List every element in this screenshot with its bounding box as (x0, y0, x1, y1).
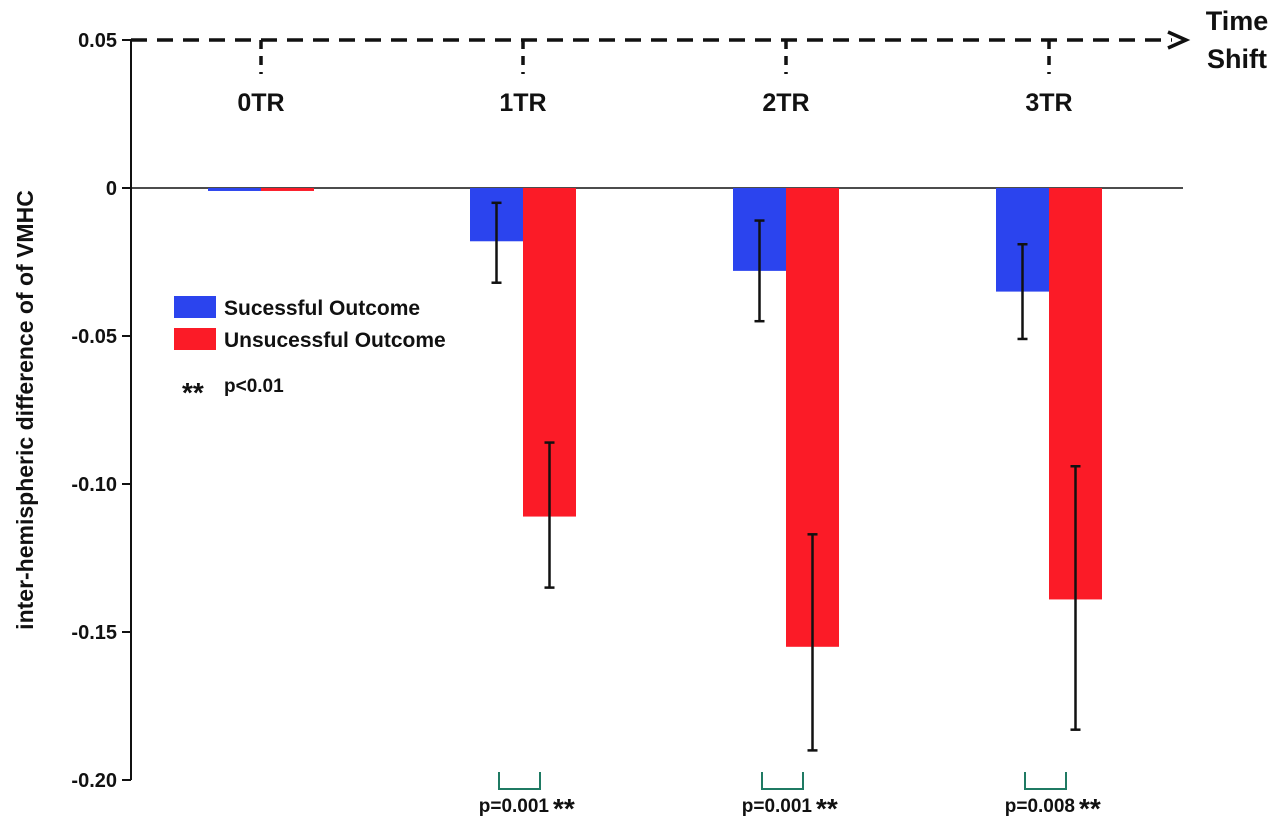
category-label: 2TR (762, 89, 809, 117)
y-tick-label: -0.20 (71, 770, 117, 792)
p-value-label: p=0.008 (1005, 796, 1075, 817)
legend-note-stars: ** (182, 377, 204, 408)
legend-label: Unsucessful Outcome (224, 329, 446, 352)
category-label: 3TR (1025, 89, 1072, 117)
significance-bracket (1024, 772, 1067, 790)
time-shift-label-line-1: Time (1206, 6, 1269, 36)
legend-note-text: p<0.01 (224, 376, 284, 397)
significance-stars: ** (816, 793, 838, 824)
significance-bracket (761, 772, 804, 790)
time-shift-axis: 0TR 1TR 2TR 3TR Time Shift (131, 6, 1268, 117)
category-label: 1TR (499, 89, 546, 117)
legend-swatch (174, 296, 216, 318)
p-value-label: p=0.001 (479, 796, 550, 817)
y-tick-label: -0.05 (71, 326, 117, 348)
legend-label: Sucessful Outcome (224, 297, 420, 320)
arrow-head-icon (1167, 30, 1191, 50)
p-value-label: p=0.001 (742, 796, 813, 817)
significance-bracket (498, 772, 541, 790)
y-tick-label: 0 (106, 178, 117, 200)
significance-annotations: p=0.001 ** p=0.001 ** p=0.008 ** (479, 772, 1101, 824)
category-label: 0TR (237, 89, 284, 117)
legend: Sucessful Outcome Unsucessful Outcome ** p<… (174, 296, 446, 408)
y-tick-label: 0.05 (78, 30, 117, 52)
unsuccessful-bar (261, 188, 314, 191)
y-axis-label: inter-hemispheric difference of of VMHC (12, 190, 38, 630)
y-tick-label: -0.10 (71, 474, 117, 496)
bars (208, 188, 1102, 647)
y-axis: 0.05 0 -0.05 -0.10 -0.15 -0.20 (71, 30, 1183, 792)
legend-swatch (174, 328, 216, 350)
significance-stars: ** (1079, 793, 1101, 824)
error-bars (491, 201, 1081, 752)
time-shift-label-line-2: Shift (1207, 44, 1267, 74)
y-tick-label: -0.15 (71, 622, 117, 644)
significance-stars: ** (553, 793, 575, 824)
successful-bar (208, 188, 261, 191)
